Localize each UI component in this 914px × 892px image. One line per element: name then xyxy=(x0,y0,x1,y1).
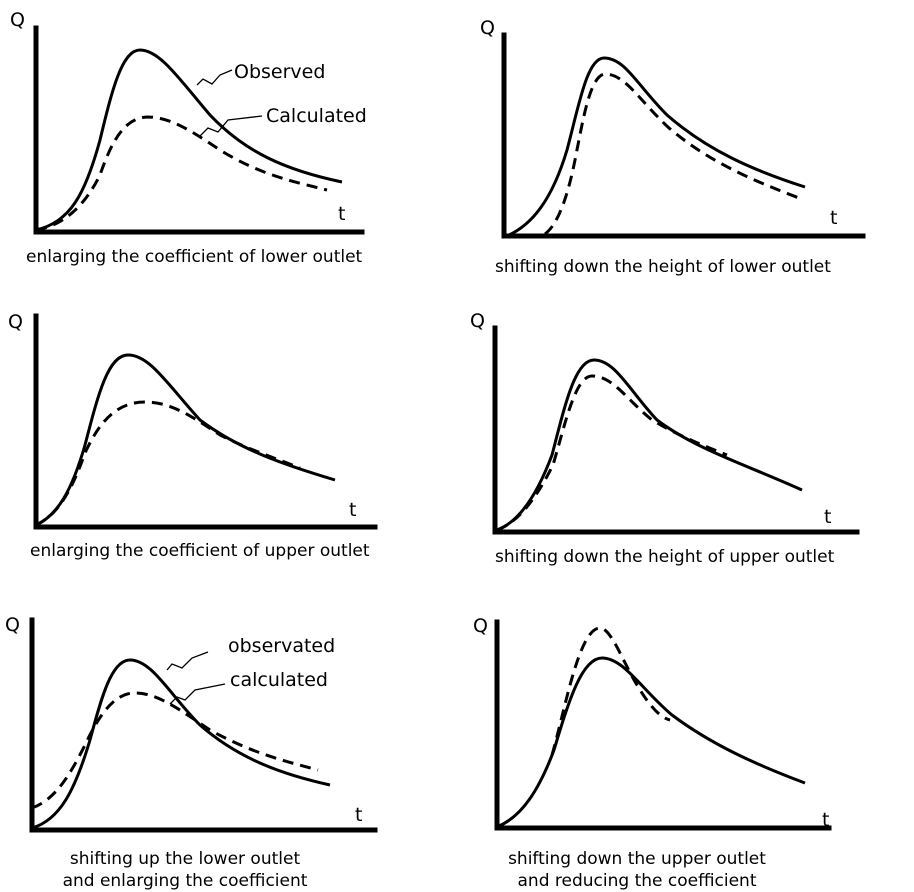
caption-line: shifting down the height of upper outlet xyxy=(495,547,835,567)
calculated-leader-line xyxy=(199,115,263,137)
hydrograph-panel-1: Q t Observed Calculated enlarging the co… xyxy=(0,0,457,290)
caption-line: enlarging the coefficient of upper outle… xyxy=(30,541,370,561)
x-axis-label: t xyxy=(822,809,829,831)
observed-leader-line xyxy=(166,651,209,671)
x-axis-label: t xyxy=(355,804,362,826)
y-axis-label: Q xyxy=(10,9,25,31)
caption-line: and reducing the coefficient xyxy=(517,871,757,891)
observed-hydrograph xyxy=(35,48,343,232)
calculated-hydrograph xyxy=(544,72,800,236)
observed-leader-line xyxy=(196,69,233,86)
calculated-hydrograph xyxy=(550,626,671,756)
hydrograph-2: Q t xyxy=(480,17,866,239)
panel-caption: shifting up the lower outlet and enlargi… xyxy=(40,848,330,892)
x-axis-label: t xyxy=(830,207,837,229)
y-axis-label: Q xyxy=(8,311,23,333)
caption-line: shifting down the height of lower outlet xyxy=(495,257,831,277)
observed-hydrograph xyxy=(35,353,336,527)
y-axis-label: Q xyxy=(470,310,485,332)
y-axis-label: Q xyxy=(473,615,488,637)
calculated-hydrograph xyxy=(31,691,319,810)
hydrograph-6: Q t xyxy=(473,615,832,831)
observed-hydrograph xyxy=(31,658,331,830)
calculated-hydrograph xyxy=(35,400,301,527)
y-axis-label: Q xyxy=(5,614,20,636)
panel-caption: enlarging the coefficient of upper outle… xyxy=(30,540,370,562)
caption-line: enlarging the coefficient of lower outle… xyxy=(26,247,363,267)
panel-caption: shifting down the height of upper outlet xyxy=(495,546,834,568)
observed-hydrograph xyxy=(498,656,806,828)
caption-line: and enlarging the coefficient xyxy=(62,871,308,891)
caption-line: shifting up the lower outlet xyxy=(69,849,301,869)
calculated-curve-label: Calculated xyxy=(266,105,367,127)
observed-hydrograph xyxy=(496,358,803,532)
hydrograph-5: Q t observated calculated xyxy=(5,614,378,833)
hydrograph-3: Q t xyxy=(8,311,378,530)
hydrograph-1: Q t Observed Calculated xyxy=(10,9,367,235)
y-axis-label: Q xyxy=(480,17,495,39)
calculated-leader-line xyxy=(169,683,226,705)
calculated-curve-label: calculated xyxy=(230,669,328,691)
observed-hydrograph xyxy=(506,56,806,238)
x-axis-label: t xyxy=(349,499,356,521)
hydrograph-panel-6: Q t shifting down the upper outlet and r… xyxy=(457,580,914,892)
hydrograph-panel-4: Q t shifting down the height of upper ou… xyxy=(457,290,914,580)
panel-caption: shifting down the height of lower outlet xyxy=(495,256,831,278)
observed-curve-label: Observed xyxy=(234,61,325,83)
hydrograph-panel-3: Q t enlarging the coefficient of upper o… xyxy=(0,290,457,580)
x-axis-label: t xyxy=(338,203,345,225)
hydrograph-panel-2: Q t shifting down the height of lower ou… xyxy=(457,0,914,290)
caption-line: shifting down the upper outlet xyxy=(508,849,766,869)
x-axis-label: t xyxy=(824,506,831,528)
panel-caption: shifting down the upper outlet and reduc… xyxy=(492,848,782,892)
observed-curve-label: observated xyxy=(228,635,335,657)
calculated-hydrograph xyxy=(496,374,728,532)
hydrograph-panel-5: Q t observated calculated shifting up th… xyxy=(0,580,457,892)
calculated-hydrograph xyxy=(35,115,328,232)
panel-caption: enlarging the coefficient of lower outle… xyxy=(26,246,362,268)
hydrograph-4: Q t xyxy=(470,310,860,535)
